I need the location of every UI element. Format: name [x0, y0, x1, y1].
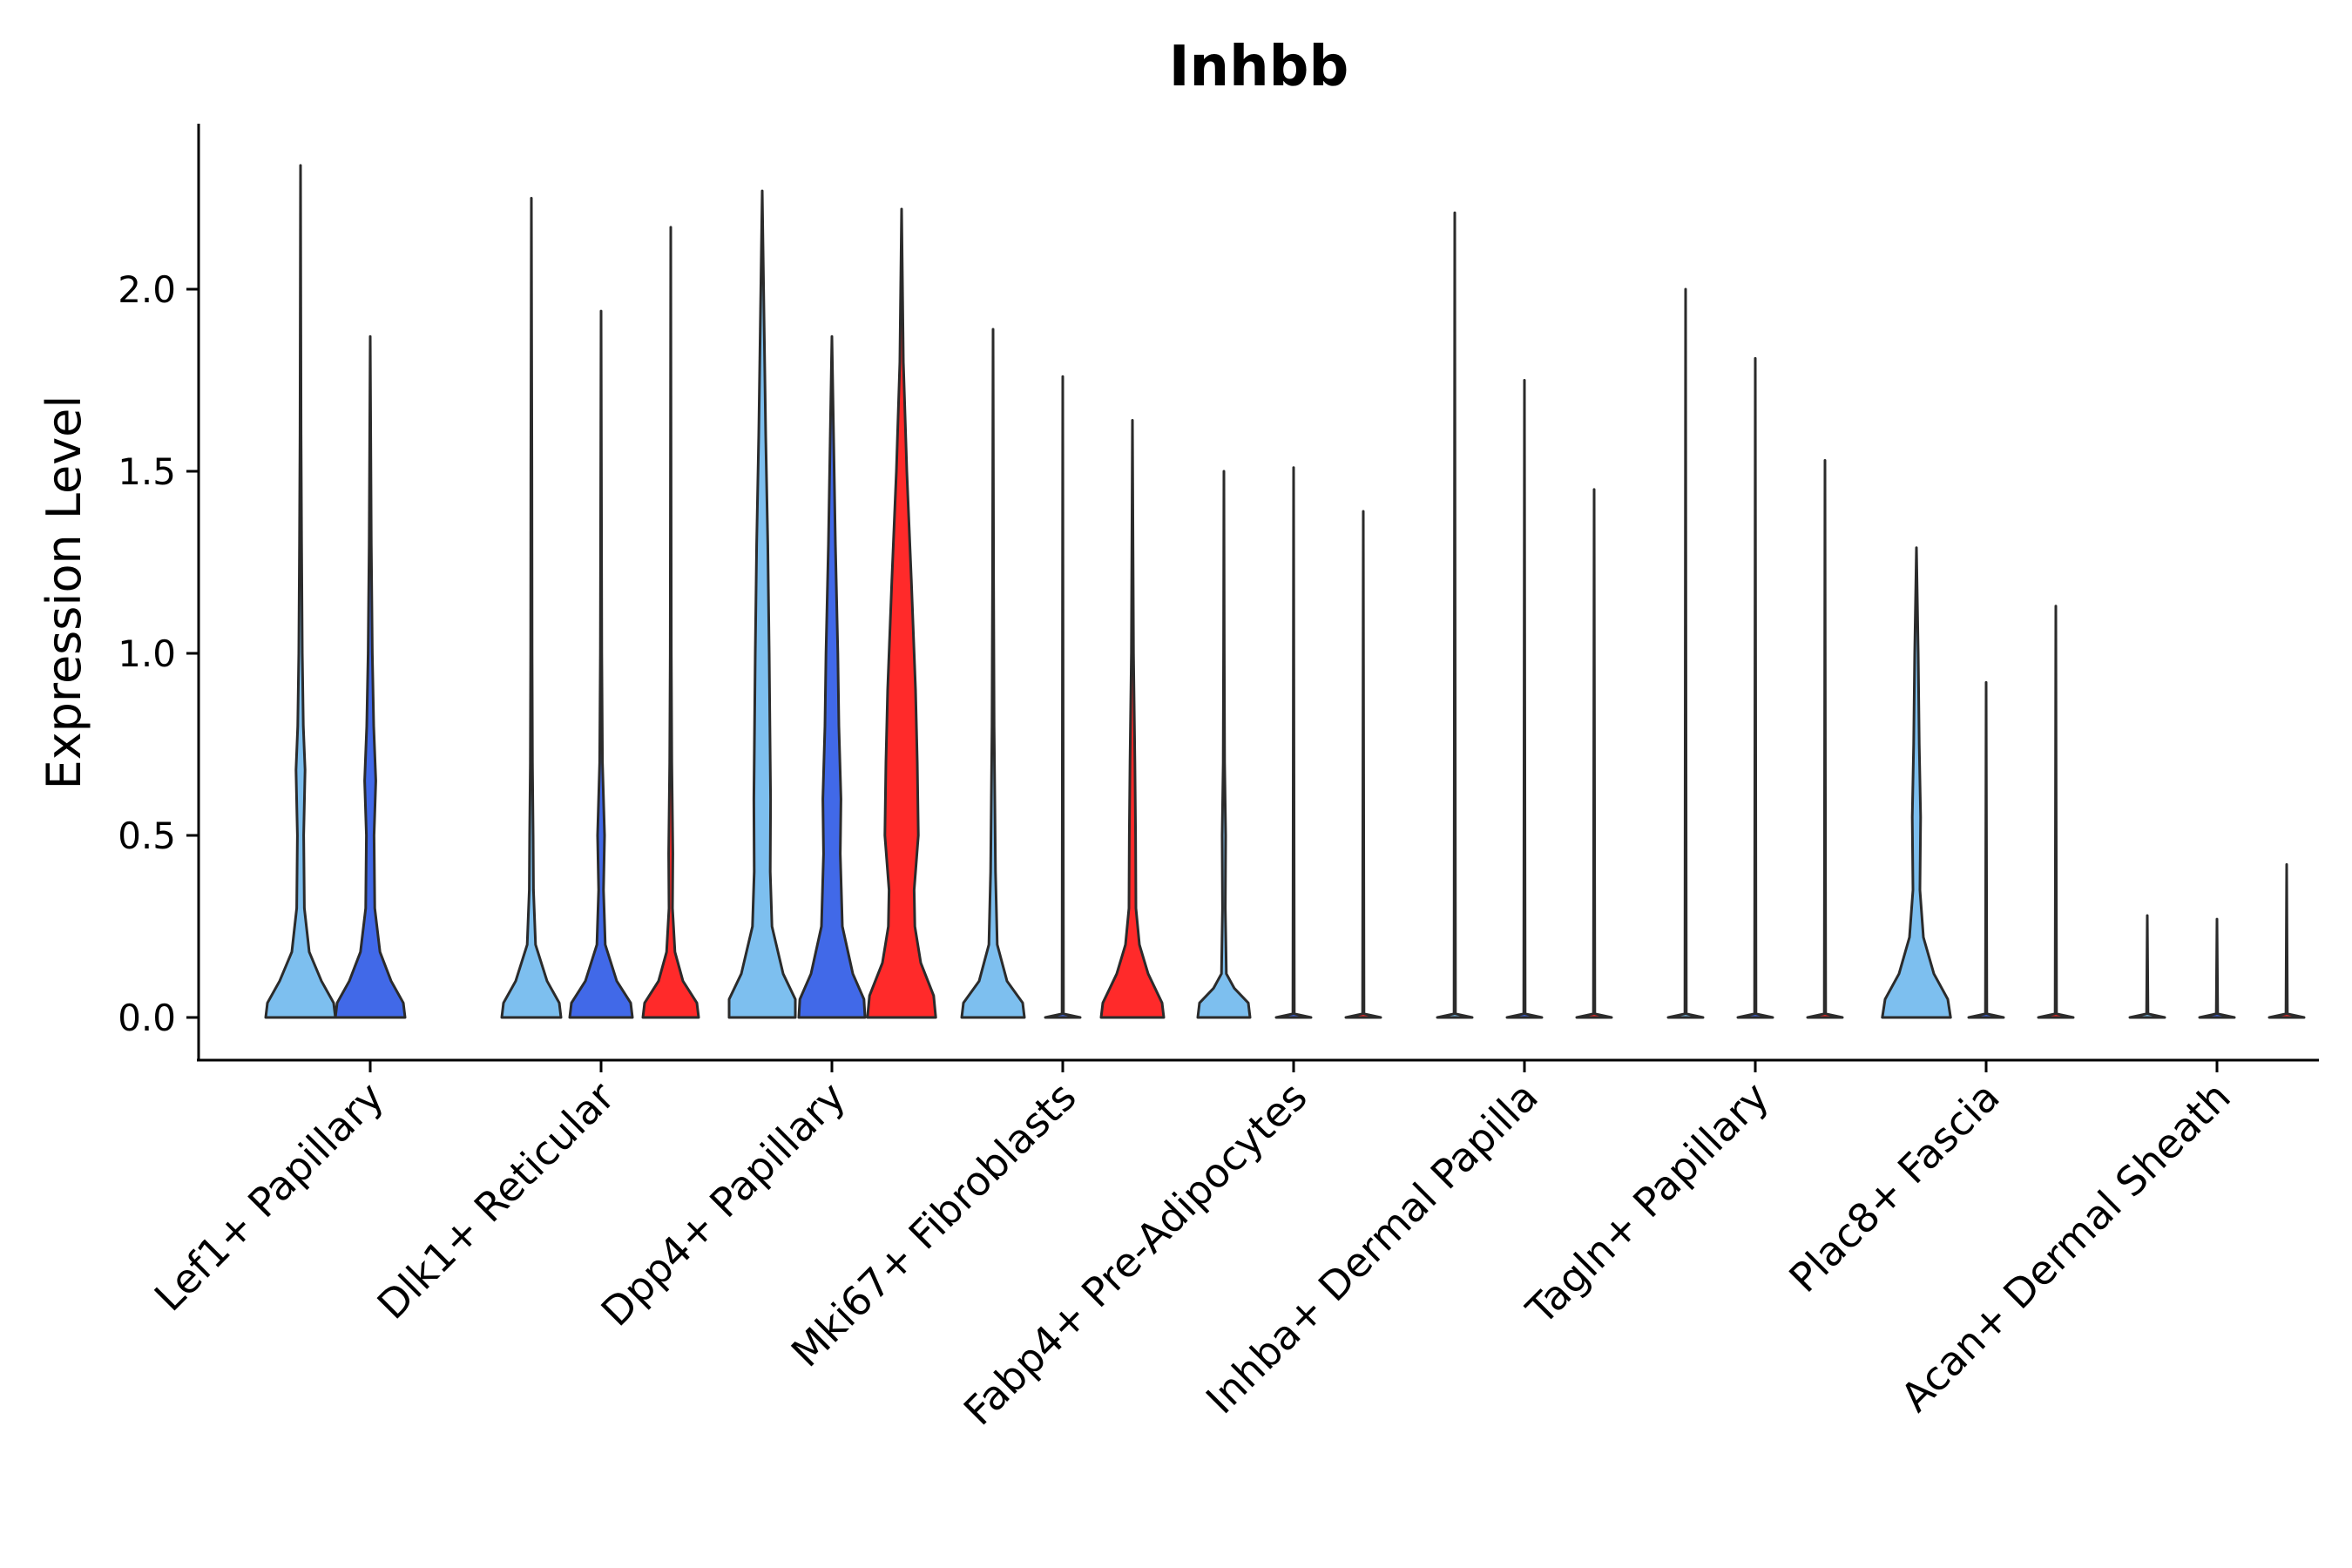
violin-9-1 — [2128, 914, 2166, 1019]
x-tick-label: Lef1+ Papillary — [145, 1073, 393, 1321]
violin-3-1 — [727, 189, 797, 1019]
x-tick-label: Dpp4+ Papillary — [592, 1073, 855, 1335]
violin-8-3 — [2037, 605, 2075, 1019]
violin-6-3 — [1575, 488, 1613, 1019]
x-tick-label: Tagln+ Papillary — [1517, 1073, 1778, 1335]
y-tick-label: 0.5 — [118, 814, 176, 857]
violin-1-1 — [264, 164, 337, 1019]
x-tick-label: Dlk1+ Reticular — [368, 1073, 624, 1328]
violin-5-3 — [1344, 510, 1382, 1019]
violin-9-3 — [2268, 862, 2306, 1019]
violin-6-1 — [1436, 211, 1474, 1019]
chart-title: Inhbb — [1169, 35, 1349, 99]
violin-4-1 — [960, 328, 1026, 1019]
violin-2-3 — [641, 226, 700, 1019]
x-tick-label: Plac8+ Fascia — [1780, 1073, 2008, 1301]
violin-5-2 — [1274, 466, 1313, 1019]
violin-9-2 — [2198, 917, 2236, 1019]
violin-4-3 — [1099, 419, 1166, 1019]
y-tick-label: 1.0 — [118, 632, 176, 675]
y-ticks: 0.0 0.5 1.0 1.5 2.0 — [118, 268, 199, 1039]
y-tick-label: 0.0 — [118, 997, 176, 1039]
violin-2-1 — [500, 197, 563, 1019]
y-tick-label: 2.0 — [118, 268, 176, 311]
violin-5-1 — [1196, 470, 1252, 1019]
plot-area — [264, 164, 2306, 1019]
violin-6-2 — [1505, 379, 1544, 1019]
violin-3-3 — [866, 207, 937, 1019]
violin-7-1 — [1666, 287, 1705, 1019]
violin-3-2 — [797, 335, 867, 1019]
violin-7-2 — [1736, 356, 1774, 1019]
violin-7-3 — [1806, 459, 1844, 1019]
violin-2-2 — [568, 309, 634, 1019]
violin-8-1 — [1881, 546, 1952, 1019]
violin-1-2 — [334, 335, 407, 1019]
violin-8-2 — [1967, 680, 2005, 1019]
y-tick-label: 1.5 — [118, 450, 176, 493]
y-axis-label: Expression Level — [37, 395, 91, 790]
violin-4-2 — [1044, 375, 1082, 1019]
